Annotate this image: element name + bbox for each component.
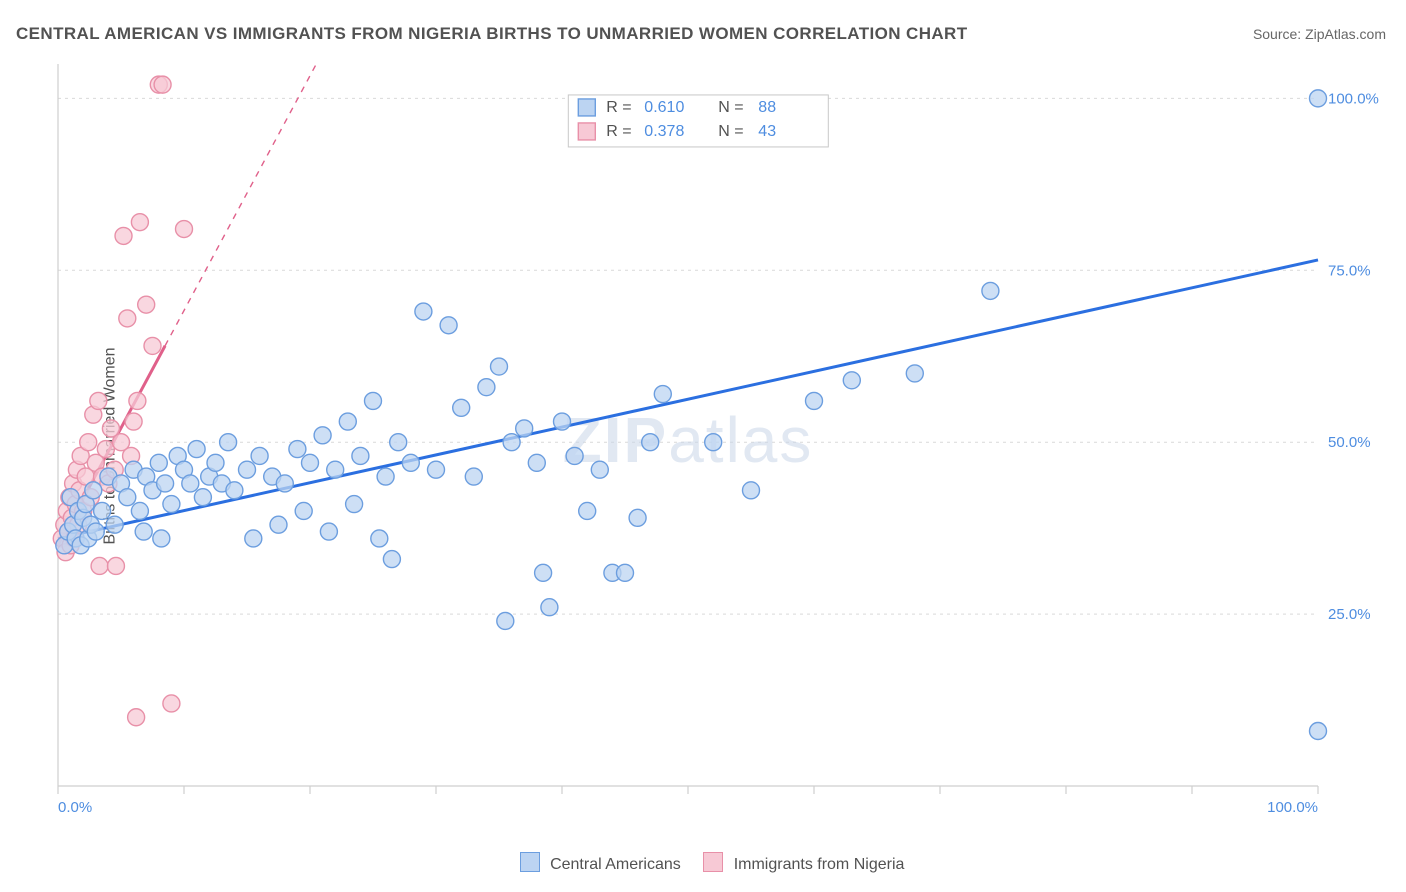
svg-text:50.0%: 50.0% — [1328, 434, 1371, 451]
legend-label-1: Central Americans — [550, 856, 681, 873]
svg-text:25.0%: 25.0% — [1328, 606, 1371, 623]
plot-area: 25.0%50.0%75.0%100.0%ZIPatlas0.0%100.0%R… — [48, 58, 1388, 828]
svg-text:R =: R = — [606, 99, 631, 116]
chart-svg: 25.0%50.0%75.0%100.0%ZIPatlas0.0%100.0%R… — [48, 58, 1388, 828]
source-attribution: Source: ZipAtlas.com — [1253, 26, 1386, 42]
svg-text:R =: R = — [606, 123, 631, 140]
svg-text:100.0%: 100.0% — [1267, 799, 1318, 816]
svg-text:88: 88 — [758, 99, 776, 116]
svg-text:0.378: 0.378 — [644, 123, 684, 140]
legend-swatch-1 — [520, 852, 540, 872]
chart-container: CENTRAL AMERICAN VS IMMIGRANTS FROM NIGE… — [0, 0, 1406, 892]
svg-text:43: 43 — [758, 123, 776, 140]
svg-text:100.0%: 100.0% — [1328, 90, 1379, 107]
svg-text:0.610: 0.610 — [644, 99, 684, 116]
svg-text:0.0%: 0.0% — [58, 799, 92, 816]
svg-text:N =: N = — [718, 99, 743, 116]
bottom-legend: Central Americans Immigrants from Nigeri… — [0, 852, 1406, 874]
svg-text:75.0%: 75.0% — [1328, 262, 1371, 279]
legend-swatch-2 — [703, 852, 723, 872]
chart-title: CENTRAL AMERICAN VS IMMIGRANTS FROM NIGE… — [16, 24, 968, 44]
svg-text:N =: N = — [718, 123, 743, 140]
legend-label-2: Immigrants from Nigeria — [734, 856, 905, 873]
